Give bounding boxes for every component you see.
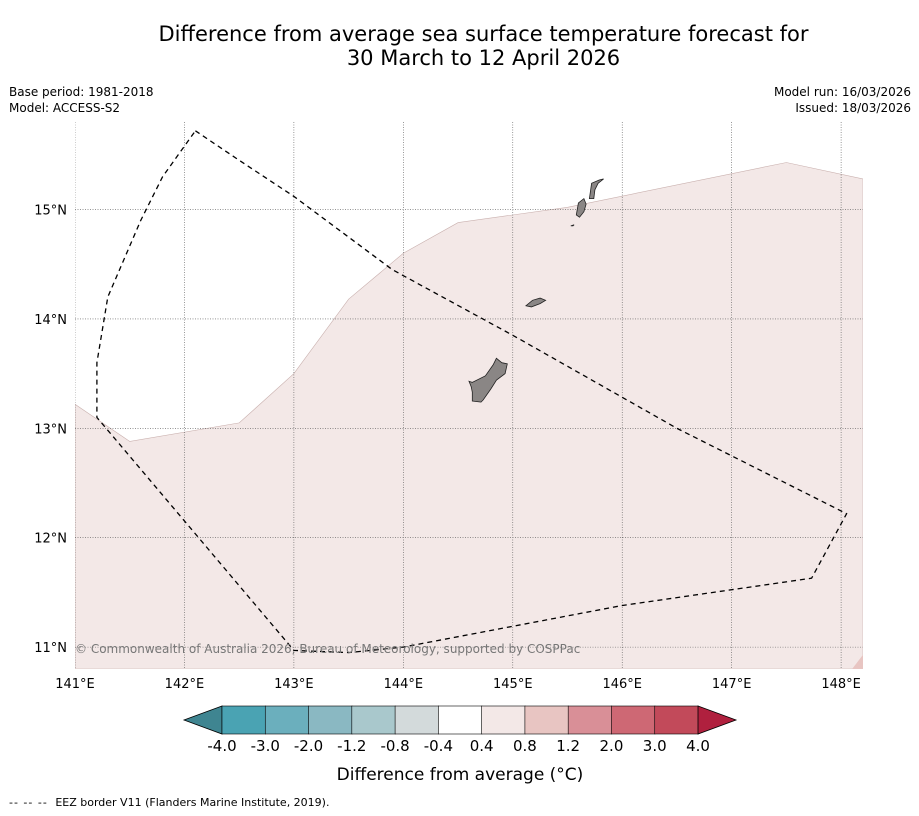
- island-saipan: [588, 178, 604, 200]
- colorbar-swatch: [394, 705, 439, 735]
- colorbar-tick-label: -0.8: [380, 737, 409, 755]
- colorbar-tick-label: -1.2: [337, 737, 366, 755]
- colorbar-swatch: [481, 705, 526, 735]
- title-line-2: 30 March to 12 April 2026: [346, 46, 621, 70]
- colorbar-swatch: [438, 705, 483, 735]
- longitude-tick-label: 143°E: [274, 677, 314, 692]
- longitude-tick-label: 147°E: [712, 677, 752, 692]
- colorbar-tick-label: 0.8: [513, 737, 537, 755]
- colorbar-tick-label: -2.0: [294, 737, 323, 755]
- positive-anomaly-region: [75, 162, 863, 669]
- copyright-text: © Commonwealth of Australia 2026, Bureau…: [75, 642, 580, 656]
- longitude-tick-label: 142°E: [165, 677, 205, 692]
- colorbar-tick-label: 3.0: [643, 737, 667, 755]
- latitude-tick-label: 12°N: [34, 532, 67, 547]
- colorbar-swatch: [654, 705, 699, 735]
- base-period: Base period: 1981-2018: [9, 85, 154, 99]
- plot-area: © Commonwealth of Australia 2026, Bureau…: [75, 122, 863, 669]
- eez-border-line: [96, 130, 848, 654]
- colorbar-swatch: [308, 705, 353, 735]
- colorbar-swatch: [264, 705, 310, 735]
- colorbar-tick-label: 1.2: [556, 737, 580, 755]
- model-name: Model: ACCESS-S2: [9, 101, 121, 115]
- colorbar-swatch: [611, 705, 656, 735]
- latitude-tick-label: 11°N: [34, 641, 67, 656]
- colorbar-tick-label: 0.4: [470, 737, 494, 755]
- meta-right: Model run: 16/03/2026 Issued: 18/03/2026: [774, 84, 911, 116]
- colorbar-swatch: [221, 705, 266, 735]
- longitude-tick-label: 146°E: [602, 677, 642, 692]
- colorbar-low-extend: [182, 705, 223, 735]
- colorbar-swatch: [351, 705, 396, 735]
- colorbar-swatch: [524, 705, 569, 735]
- latitude-tick-label: 14°N: [34, 313, 67, 328]
- latitude-tick-label: 15°N: [34, 204, 67, 219]
- eez-legend-dash: -- -- --: [9, 796, 48, 809]
- higher-anomaly-corner-patch: [852, 654, 863, 669]
- eez-legend: -- -- -- EEZ border V11 (Flanders Marine…: [9, 796, 329, 809]
- colorbar-swatch: [567, 705, 613, 735]
- model-run: Model run: 16/03/2026: [773, 85, 911, 99]
- colorbar-tick-label: 2.0: [600, 737, 624, 755]
- islands: [468, 178, 604, 403]
- eez-legend-text: EEZ border V11 (Flanders Marine Institut…: [55, 796, 330, 809]
- colorbar: -4.0 -3.0 -2.0 -1.2 -0.8 -0.4 0.4 0.8 1.2 2.0 3.0 4…: [182, 705, 738, 755]
- colorbar-tick-label: -0.4: [424, 737, 453, 755]
- meta-left: Base period: 1981-2018 Model: ACCESS-S2: [9, 84, 154, 116]
- longitude-tick-labels: 141°E 142°E 143°E 144°E 145°E 146°E 147°E 148°E: [55, 677, 861, 692]
- colorbar-tick-label: 4.0: [686, 737, 710, 755]
- chart-title: Difference from average sea surface temp…: [0, 22, 919, 70]
- island-rota: [525, 297, 547, 308]
- colorbar-tick-label: -4.0: [207, 737, 236, 755]
- latitude-tick-label: 13°N: [34, 422, 67, 437]
- longitude-tick-label: 148°E: [821, 677, 861, 692]
- graticule: [75, 122, 863, 669]
- colorbar-tick-label: -3.0: [251, 737, 280, 755]
- island-aguijan: [570, 224, 575, 227]
- colorbar-label: Difference from average (°C): [337, 765, 584, 785]
- colorbar-high-extend: [697, 705, 738, 735]
- map-figure: © Commonwealth of Australia 2026, Bureau…: [34, 122, 863, 785]
- longitude-tick-label: 141°E: [55, 677, 95, 692]
- longitude-tick-label: 144°E: [384, 677, 424, 692]
- latitude-tick-labels: 15°N 14°N 13°N 12°N 11°N: [34, 204, 67, 657]
- issued-date: Issued: 18/03/2026: [795, 101, 911, 115]
- title-line-1: Difference from average sea surface temp…: [158, 22, 809, 46]
- island-tinian: [575, 197, 587, 218]
- longitude-tick-label: 145°E: [493, 677, 533, 692]
- island-guam: [468, 357, 508, 403]
